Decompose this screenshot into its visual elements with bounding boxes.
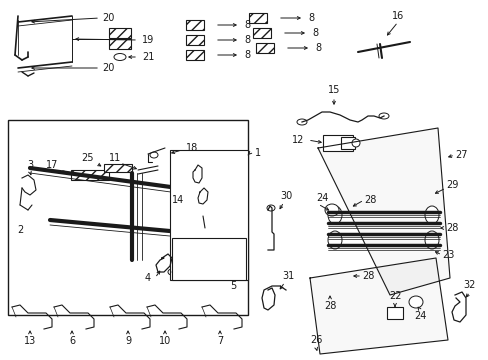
Bar: [252, 28, 270, 38]
Ellipse shape: [378, 113, 388, 119]
Text: 18: 18: [185, 143, 198, 153]
Text: 32: 32: [463, 280, 475, 290]
Ellipse shape: [424, 231, 438, 249]
Ellipse shape: [327, 231, 341, 249]
Bar: [185, 50, 203, 60]
Bar: [187, 252, 203, 260]
Text: 8: 8: [314, 43, 321, 53]
Text: 17: 17: [46, 160, 58, 170]
Bar: [187, 262, 203, 270]
Text: 6: 6: [69, 336, 75, 346]
Text: 28: 28: [361, 271, 373, 281]
Ellipse shape: [200, 230, 207, 234]
Text: 21: 21: [142, 52, 154, 62]
Text: 8: 8: [311, 28, 317, 38]
Text: 23: 23: [441, 250, 453, 260]
Polygon shape: [309, 258, 447, 354]
Bar: [386, 307, 402, 319]
Ellipse shape: [351, 139, 359, 147]
Ellipse shape: [408, 296, 422, 308]
Text: 14: 14: [171, 195, 184, 205]
Bar: [185, 35, 203, 45]
Text: 25: 25: [81, 153, 94, 163]
Bar: [172, 238, 245, 280]
Text: 5: 5: [229, 281, 236, 291]
Bar: [340, 137, 354, 149]
Text: 8: 8: [244, 20, 249, 30]
Text: 22: 22: [388, 291, 401, 301]
Ellipse shape: [204, 274, 211, 279]
Ellipse shape: [266, 205, 274, 211]
Bar: [8, 120, 247, 315]
Polygon shape: [317, 128, 449, 295]
Text: 8: 8: [244, 35, 249, 45]
Ellipse shape: [424, 206, 438, 224]
Ellipse shape: [168, 269, 176, 275]
Bar: [104, 164, 132, 172]
Text: 31: 31: [281, 271, 293, 281]
Text: 28: 28: [323, 301, 336, 311]
Text: 15: 15: [327, 85, 340, 95]
Bar: [248, 13, 266, 23]
Text: 1: 1: [254, 148, 261, 158]
Text: 8: 8: [244, 50, 249, 60]
Text: 16: 16: [391, 11, 403, 21]
Ellipse shape: [327, 206, 341, 224]
Bar: [109, 28, 131, 38]
Text: 24: 24: [413, 311, 426, 321]
Text: 26: 26: [309, 335, 322, 345]
Text: 20: 20: [102, 13, 114, 23]
Text: 19: 19: [142, 35, 154, 45]
Text: 28: 28: [363, 195, 375, 205]
Ellipse shape: [114, 54, 126, 60]
Bar: [170, 150, 247, 280]
Text: 29: 29: [445, 180, 457, 190]
Text: 12: 12: [291, 135, 304, 145]
Text: 24: 24: [315, 193, 327, 203]
Text: 2: 2: [17, 225, 23, 235]
Text: 13: 13: [24, 336, 36, 346]
Text: 7: 7: [217, 336, 223, 346]
Ellipse shape: [296, 119, 306, 125]
Text: 8: 8: [307, 13, 313, 23]
Text: 20: 20: [102, 63, 114, 73]
Ellipse shape: [150, 152, 158, 158]
Ellipse shape: [325, 204, 338, 216]
Text: 10: 10: [159, 336, 171, 346]
Bar: [71, 170, 109, 180]
Text: 3: 3: [27, 160, 33, 170]
Bar: [109, 39, 131, 49]
Text: 30: 30: [279, 191, 291, 201]
Text: 4: 4: [144, 273, 151, 283]
Bar: [185, 20, 203, 30]
Text: 27: 27: [455, 150, 468, 160]
Bar: [256, 43, 273, 53]
Text: 9: 9: [124, 336, 131, 346]
Bar: [323, 135, 352, 151]
Text: 11: 11: [109, 153, 121, 163]
Text: 28: 28: [445, 223, 457, 233]
